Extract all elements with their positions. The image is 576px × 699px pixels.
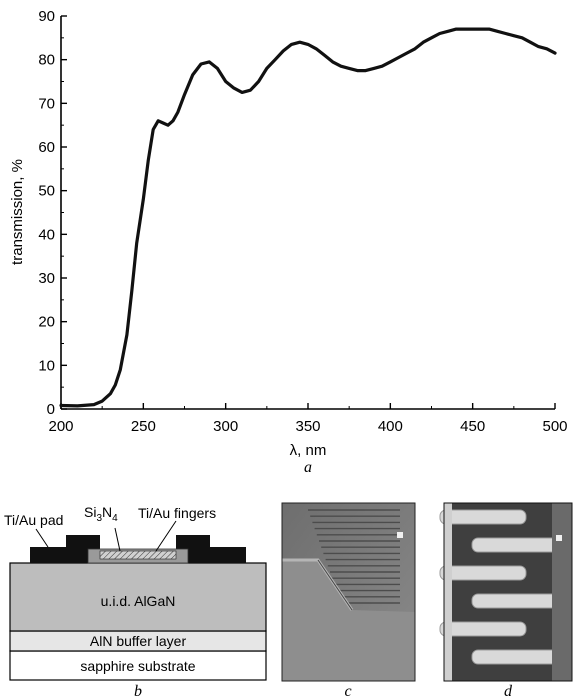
algan-label: u.i.d. AlGaN	[101, 593, 176, 609]
algan-layer	[9, 562, 267, 632]
y-tick-label: 80	[38, 52, 55, 69]
x-tick-label: 300	[213, 418, 238, 435]
y-tick-label: 90	[38, 8, 55, 25]
y-tick-label: 10	[38, 357, 55, 374]
x-tick-label: 250	[131, 418, 156, 435]
right-ti-au-pad	[176, 535, 246, 563]
pad-pointer	[35, 528, 49, 548]
sem-micrograph-d: d	[439, 502, 573, 699]
device-cross-section: Ti/Au pad Si3N4 Ti/Au fingers u.i.d. AlG…	[4, 504, 267, 699]
y-tick-label: 20	[38, 314, 55, 331]
fingers-pointer	[155, 520, 177, 552]
si3n4-pointer	[114, 527, 121, 552]
y-tick-label: 30	[38, 270, 55, 287]
y-tick-label: 50	[38, 183, 55, 200]
ti-au-fingers	[99, 550, 177, 560]
ti-au-pad-label: Ti/Au pad	[4, 512, 63, 528]
sem-micrograph-c: c	[281, 502, 416, 699]
transmission-curve	[59, 27, 557, 408]
x-tick-label: 400	[378, 418, 403, 435]
aln-label: AlN buffer layer	[90, 633, 187, 649]
transmission-chart: 200 250 300 350 400 450 500 0 10 20 30 40 50 60 70 80 9…	[9, 8, 568, 476]
x-tick-label: 350	[295, 418, 320, 435]
si3n4-label: Si3N4	[84, 504, 118, 524]
substrate-label: sapphire substrate	[80, 658, 195, 674]
left-ti-au-pad	[30, 535, 100, 563]
y-tick-label: 0	[47, 401, 55, 418]
x-axis-title: λ, nm	[290, 442, 327, 459]
ti-au-fingers-label: Ti/Au fingers	[138, 505, 216, 521]
y-tick-label: 40	[38, 226, 55, 243]
panel-label-a: a	[304, 459, 312, 476]
panel-label-d: d	[504, 683, 513, 699]
x-tick-label: 200	[48, 418, 73, 435]
x-tick-label: 450	[460, 418, 485, 435]
panel-label-c: c	[344, 683, 351, 699]
y-axis-title: transmission, %	[9, 159, 26, 265]
panel-label-b: b	[134, 683, 142, 699]
y-tick-label: 60	[38, 139, 55, 156]
y-tick-label: 70	[38, 95, 55, 112]
x-tick-label: 500	[542, 418, 567, 435]
